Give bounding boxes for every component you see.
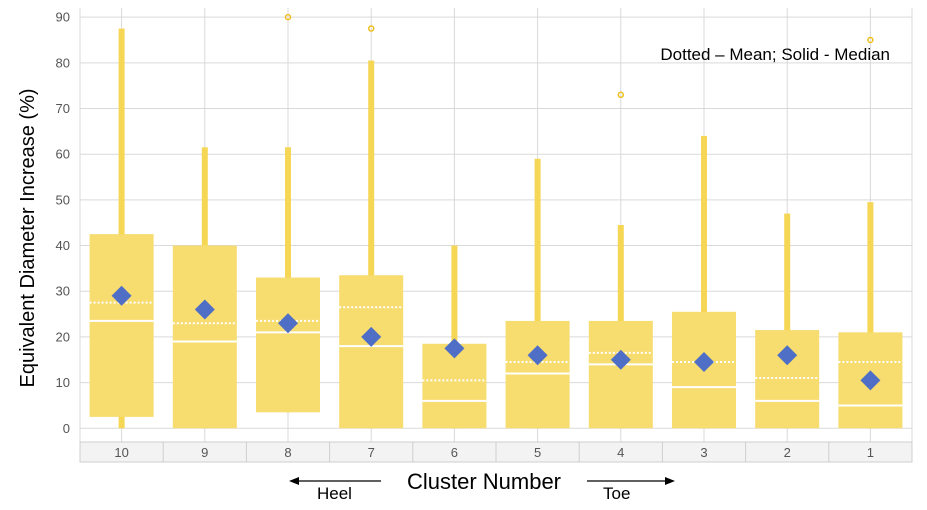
whisker <box>451 245 458 429</box>
mean-marker <box>610 349 631 370</box>
boxes <box>89 13 903 429</box>
mean-marker <box>278 313 298 334</box>
mean-marker <box>444 338 465 359</box>
x-axis-label: Cluster Number <box>407 469 561 494</box>
box <box>755 330 820 429</box>
toe-arrow <box>587 477 675 485</box>
box-cluster-10 <box>89 28 154 429</box>
whisker <box>368 60 375 429</box>
y-tick-label: 80 <box>56 55 70 70</box>
box <box>256 277 320 413</box>
heel-label: Heel <box>317 484 352 503</box>
whisker <box>784 213 791 429</box>
whisker <box>534 158 541 429</box>
x-tick-label: 6 <box>451 445 458 460</box>
box <box>505 320 570 429</box>
box-cluster-9 <box>172 147 237 429</box>
x-tick-label: 1 <box>867 445 874 460</box>
x-tick-label: 5 <box>534 445 541 460</box>
mean-marker <box>860 370 881 391</box>
y-tick-label: 70 <box>56 101 70 116</box>
mean-marker <box>777 345 798 366</box>
mean-marker <box>361 326 382 347</box>
mean-marker <box>111 285 132 306</box>
box-cluster-8 <box>256 13 320 413</box>
y-axis-ticks: 0 10 20 30 40 50 60 70 80 90 <box>56 10 70 436</box>
outlier-point <box>367 25 375 32</box>
y-tick-label: 90 <box>56 10 70 25</box>
y-tick-label: 40 <box>56 238 70 253</box>
box-cluster-3 <box>672 135 736 429</box>
box <box>89 234 154 417</box>
box <box>588 320 653 429</box>
mean-marker <box>194 299 215 320</box>
x-tick-label: 9 <box>201 445 208 460</box>
y-tick-label: 20 <box>56 329 70 344</box>
outlier-point <box>617 91 625 99</box>
y-tick-label: 60 <box>56 147 70 162</box>
x-tick-label: 7 <box>368 445 375 460</box>
whisker <box>118 28 125 429</box>
y-tick-label: 10 <box>56 375 70 390</box>
x-tick-label: 8 <box>284 445 291 460</box>
x-tick-label: 4 <box>617 445 624 460</box>
whisker <box>867 202 874 429</box>
y-tick-label: 30 <box>56 284 70 299</box>
box-cluster-1 <box>838 36 903 429</box>
y-axis-label: Equivalent Diameter Increase (%) <box>17 88 39 387</box>
legend-annotation: Dotted – Mean; Solid - Median <box>660 45 890 64</box>
y-tick-label: 0 <box>63 421 70 436</box>
box-cluster-2 <box>755 213 820 429</box>
x-tick-label: 10 <box>114 445 128 460</box>
mean-marker <box>527 345 548 366</box>
box-cluster-7 <box>339 25 404 429</box>
y-tick-label: 50 <box>56 192 70 207</box>
box <box>172 245 237 429</box>
whisker <box>701 135 707 429</box>
x-axis: 10 9 8 7 6 5 4 3 2 1 <box>79 441 913 463</box>
box <box>339 275 404 429</box>
x-tick-label: 3 <box>700 445 707 460</box>
x-tick-label: 2 <box>784 445 791 460</box>
heel-arrow <box>289 477 381 485</box>
box-cluster-6 <box>422 245 487 429</box>
toe-label: Toe <box>603 484 630 503</box>
box-cluster-4 <box>588 91 653 429</box>
mean-marker <box>694 352 714 373</box>
box-cluster-5 <box>505 158 570 429</box>
outlier-point <box>284 13 292 21</box>
outlier-point <box>867 36 874 44</box>
